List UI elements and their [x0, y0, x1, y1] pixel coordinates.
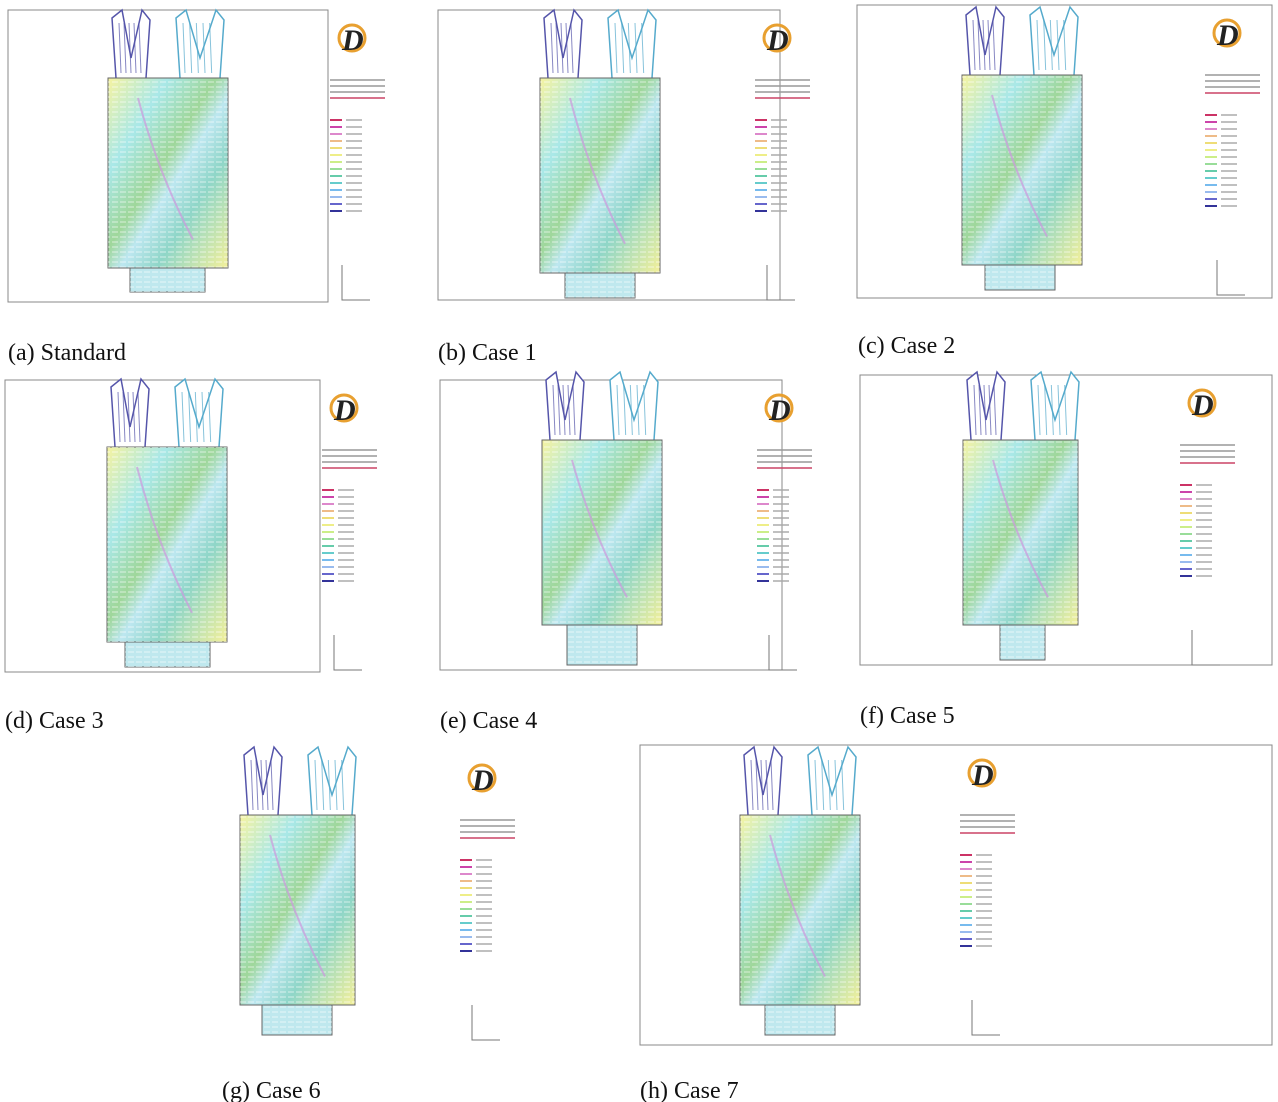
axis-triad: [1192, 630, 1220, 665]
flow-hatch: [542, 440, 662, 625]
inlet: [308, 747, 356, 815]
inlet: [610, 372, 658, 440]
logo: D: [341, 24, 364, 57]
flow-hatch: [740, 815, 860, 1005]
axis-triad: [334, 635, 362, 670]
panel-caption: (c) Case 2: [858, 333, 955, 359]
panel-caption: (f) Case 5: [860, 703, 955, 729]
logo: D: [766, 24, 789, 57]
panel: D (c) Case 2: [857, 5, 1272, 359]
flow-hatch: [107, 447, 227, 642]
inlet: [175, 379, 223, 447]
panel-caption: (g) Case 6: [222, 1078, 321, 1102]
inlet: [808, 747, 856, 815]
panel-caption: (d) Case 3: [5, 708, 104, 734]
logo: D: [1216, 19, 1239, 52]
figure: D (a) Standard D (b) Case 1 D (c) Case 2 D (d) …: [0, 0, 1278, 1102]
axis-triad: [767, 265, 795, 300]
inlet: [1031, 372, 1079, 440]
panel: D (e) Case 4: [440, 372, 812, 734]
flow-hatch: [240, 815, 355, 1005]
outlet-hatch: [262, 1005, 332, 1035]
panel-frame: [640, 745, 1272, 1045]
logo: D: [971, 759, 994, 792]
logo: D: [333, 394, 356, 427]
outlet-hatch: [125, 642, 210, 667]
panel: D (h) Case 7: [640, 745, 1272, 1102]
outlet-hatch: [567, 625, 637, 665]
panel: D (b) Case 1: [438, 10, 810, 366]
inlet: [1030, 7, 1078, 75]
panel: D (g) Case 6: [222, 747, 515, 1102]
panel: D (f) Case 5: [860, 372, 1272, 729]
flow-hatch: [963, 440, 1078, 625]
axis-triad: [769, 635, 797, 670]
panel: D (d) Case 3: [5, 379, 377, 734]
outlet-hatch: [565, 273, 635, 298]
inlet: [176, 10, 224, 78]
flow-hatch: [962, 75, 1082, 265]
outlet-hatch: [1000, 625, 1045, 660]
axis-triad: [342, 265, 370, 300]
flow-hatch: [540, 78, 660, 273]
logo: D: [768, 394, 791, 427]
panel-caption: (e) Case 4: [440, 708, 537, 734]
axis-triad: [1217, 260, 1245, 295]
panel: D (a) Standard: [8, 10, 385, 366]
flow-hatch: [108, 78, 228, 268]
outlet-hatch: [985, 265, 1055, 290]
logo: D: [471, 764, 494, 797]
axis-triad: [972, 1000, 1000, 1035]
panel-caption: (b) Case 1: [438, 340, 537, 366]
outlet-hatch: [765, 1005, 835, 1035]
logo: D: [1191, 389, 1214, 422]
panel-caption: (a) Standard: [8, 340, 126, 366]
axis-triad: [472, 1005, 500, 1040]
inlet: [608, 10, 656, 78]
panel-caption: (h) Case 7: [640, 1078, 739, 1102]
